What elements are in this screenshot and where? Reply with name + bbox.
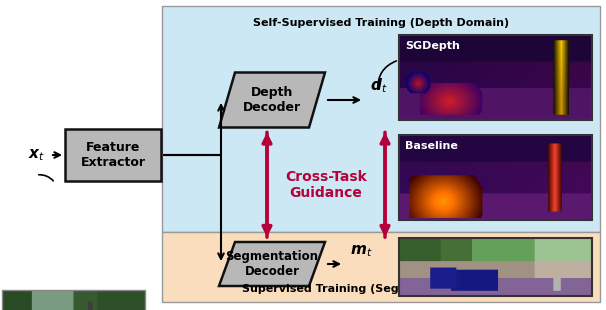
Text: Supervised Training (Segmentation Domain): Supervised Training (Segmentation Domain… (242, 284, 519, 294)
Text: Feature
Extractor: Feature Extractor (81, 141, 145, 169)
Text: Baseline: Baseline (405, 141, 458, 151)
Bar (162, 6, 600, 232)
Bar (399, 135, 592, 220)
Text: Cross-Task
Guidance: Cross-Task Guidance (285, 170, 367, 200)
Text: Self-Supervised Training (Depth Domain): Self-Supervised Training (Depth Domain) (253, 18, 509, 28)
Polygon shape (219, 73, 325, 127)
Bar (399, 238, 592, 296)
Polygon shape (219, 242, 325, 286)
Text: $\boldsymbol{x}_t$: $\boldsymbol{x}_t$ (28, 147, 45, 163)
Bar (65, 129, 161, 181)
Text: $\boldsymbol{d}_t$: $\boldsymbol{d}_t$ (370, 76, 388, 95)
Bar (2, 290, 145, 310)
Text: SGDepth: SGDepth (405, 41, 460, 51)
Text: $\boldsymbol{m}_t$: $\boldsymbol{m}_t$ (350, 243, 373, 259)
Text: Segmentation
Decoder: Segmentation Decoder (225, 250, 319, 278)
Bar (399, 35, 592, 120)
Text: Depth
Decoder: Depth Decoder (243, 86, 301, 114)
Bar (162, 232, 600, 302)
